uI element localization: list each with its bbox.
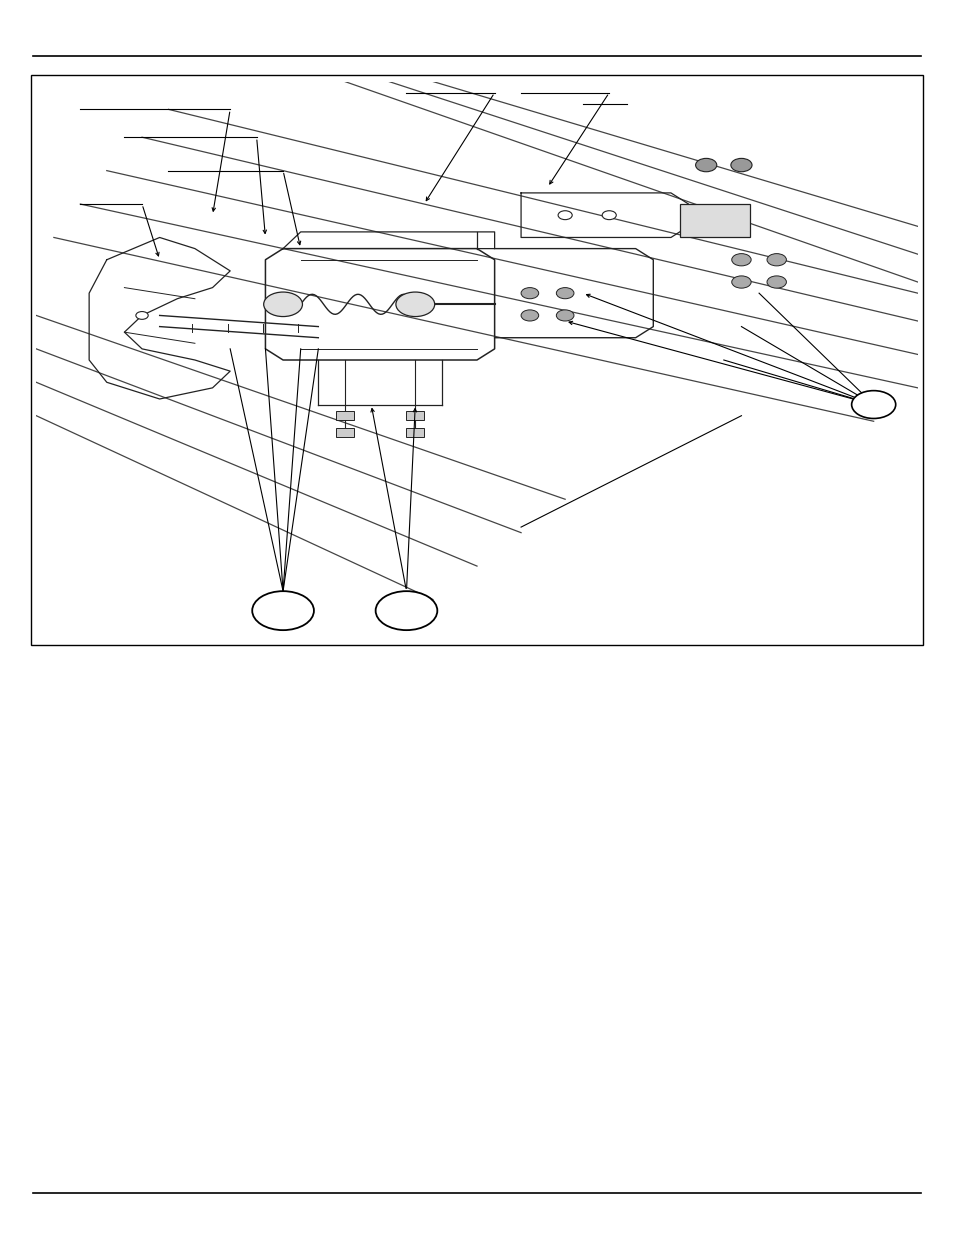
Circle shape [766,253,785,266]
Circle shape [556,288,574,299]
Circle shape [558,211,572,220]
Bar [679,204,749,237]
Circle shape [263,291,302,316]
Circle shape [730,158,751,172]
Circle shape [135,311,148,320]
Circle shape [395,291,435,316]
Circle shape [520,310,538,321]
Bar [335,411,354,420]
Circle shape [601,211,616,220]
Circle shape [520,288,538,299]
Circle shape [851,390,895,419]
Circle shape [252,592,314,630]
Circle shape [695,158,716,172]
Bar [335,429,354,437]
Circle shape [375,592,436,630]
Circle shape [731,253,750,266]
Bar [406,411,424,420]
Circle shape [556,310,574,321]
Circle shape [766,275,785,288]
Bar [31,75,922,645]
Circle shape [731,275,750,288]
Bar [406,429,424,437]
